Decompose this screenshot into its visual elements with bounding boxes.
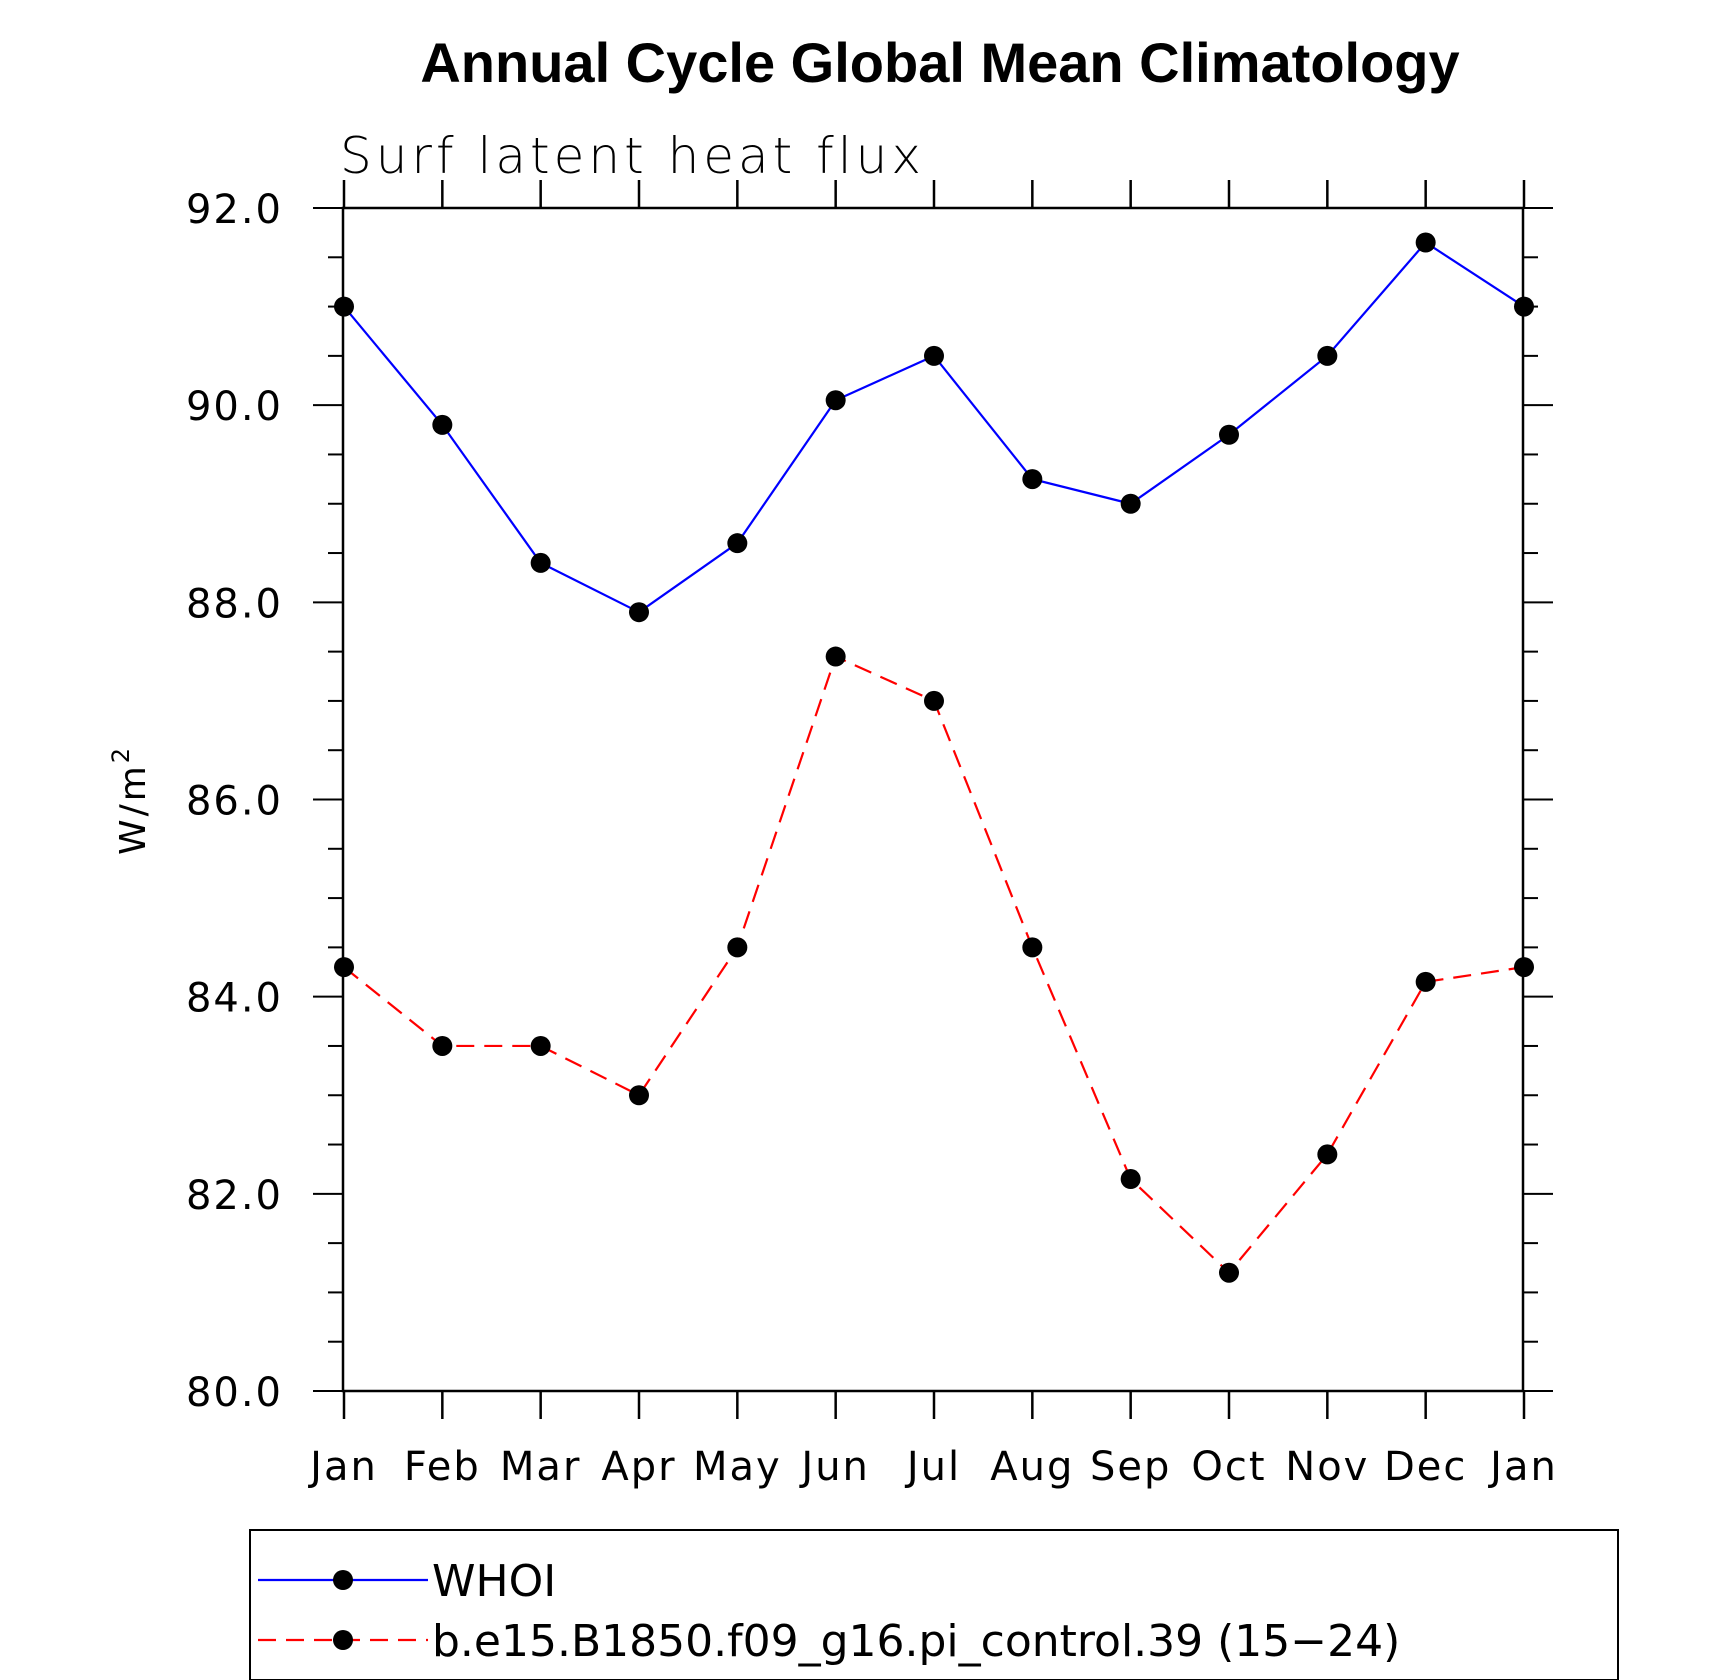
x-tick-label: Jan <box>307 1444 378 1490</box>
data-point <box>432 1035 453 1056</box>
data-point <box>1120 1169 1141 1190</box>
chart-title: Annual Cycle Global Mean Climatology <box>420 31 1459 94</box>
x-tick-label: Jan <box>1487 1444 1558 1490</box>
series-layer <box>334 232 1534 1283</box>
data-point <box>432 414 453 435</box>
series-line <box>343 655 1525 1275</box>
plot-frame <box>341 206 1525 1393</box>
data-point <box>727 533 748 554</box>
y-tick-label: 92.0 <box>186 187 283 233</box>
y-tick-label: 88.0 <box>186 581 283 627</box>
legend-entry: WHOI <box>258 1556 556 1607</box>
x-tick-label: Apr <box>601 1444 676 1490</box>
x-tick-label: Sep <box>1090 1444 1171 1490</box>
legend-swatch-marker <box>333 1570 353 1590</box>
legend-swatch-marker <box>333 1630 353 1650</box>
series-2 <box>334 646 1534 1283</box>
data-point <box>1317 1144 1338 1165</box>
legend-label: WHOI <box>432 1556 556 1607</box>
data-point <box>1415 232 1436 253</box>
y-tick-label: 82.0 <box>186 1173 283 1219</box>
chart-subtitle: Surf latent heat flux <box>340 127 925 185</box>
data-point <box>629 1085 649 1106</box>
data-point <box>1415 971 1436 992</box>
x-tick-label: Nov <box>1285 1444 1369 1490</box>
data-point <box>334 957 354 978</box>
y-tick-label: 86.0 <box>186 779 283 825</box>
legend-label: b.e15.B1850.f09_g16.pi_control.39 (15−24… <box>432 1616 1400 1667</box>
data-point <box>825 390 846 411</box>
y-axis-label-superscript: 2 <box>107 745 135 763</box>
y-tick-label: 90.0 <box>186 384 283 430</box>
y-axis-label: W/m2 <box>107 745 154 855</box>
axis-ticks <box>313 180 1553 1419</box>
y-tick-label: 80.0 <box>186 1370 283 1416</box>
y-tick-label: 84.0 <box>186 976 283 1022</box>
x-tick-label: Dec <box>1384 1444 1467 1490</box>
data-point <box>629 602 649 623</box>
series-1 <box>334 232 1534 623</box>
data-point <box>727 937 748 958</box>
legend-entry: b.e15.B1850.f09_g16.pi_control.39 (15−24… <box>258 1616 1400 1667</box>
x-tick-label: Feb <box>404 1444 481 1490</box>
x-tick-label: Jun <box>798 1444 870 1490</box>
legend-box <box>249 1529 1619 1680</box>
data-point <box>530 552 551 573</box>
data-point <box>1120 493 1141 514</box>
data-point <box>1219 424 1239 445</box>
x-tick-label: Aug <box>990 1444 1074 1490</box>
data-point <box>334 296 354 317</box>
x-tick-label: May <box>693 1444 782 1490</box>
data-point <box>1219 1262 1239 1283</box>
data-point <box>1022 469 1043 490</box>
series-line <box>343 241 1525 614</box>
data-point <box>825 646 846 667</box>
data-point <box>530 1035 551 1056</box>
y-tick-labels: 80.0 82.0 84.0 86.0 88.0 90.0 92.0 <box>186 187 283 1416</box>
data-point <box>1317 345 1338 366</box>
legend: WHOI b.e15.B1850.f09_g16.pi_control.39 (1… <box>249 1529 1619 1680</box>
data-point <box>924 345 944 366</box>
data-point <box>1514 957 1534 978</box>
data-point <box>1022 937 1043 958</box>
data-point <box>924 690 944 711</box>
y-axis-label-units: W/m <box>113 763 154 855</box>
x-tick-label: Jul <box>904 1444 961 1490</box>
x-tick-labels: Jan Feb Mar Apr May Jun Jul Aug Sep Oct Nov Dec Jan <box>307 1444 1558 1490</box>
x-tick-label: Oct <box>1191 1444 1266 1490</box>
svg-text:W/m2: W/m2 <box>107 745 154 855</box>
x-tick-label: Mar <box>500 1444 581 1490</box>
data-point <box>1514 296 1534 317</box>
